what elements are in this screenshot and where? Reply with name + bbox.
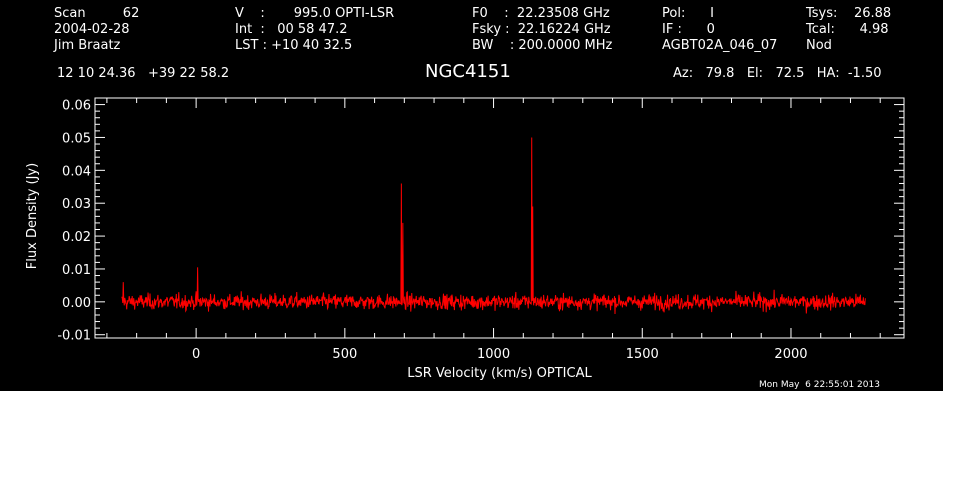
observation-date: 2004-02-28 bbox=[54, 22, 130, 37]
spectrum-chart: 0 500 1000 1500 2000 -0.01 0.00 0.01 0.02 0.03 0.0… bbox=[25, 97, 905, 381]
integration-time: Int : 00 58 47.2 bbox=[235, 22, 348, 37]
x-tick-label: 1000 bbox=[477, 347, 510, 362]
x-tick-label: 0 bbox=[192, 347, 200, 362]
lst-value: LST : +10 40 32.5 bbox=[235, 38, 353, 53]
source-velocity: V : 995.0 OPTI-LSR bbox=[235, 6, 395, 21]
scan-number: Scan 62 bbox=[54, 6, 140, 21]
polarization: Pol: I bbox=[662, 6, 714, 21]
bandwidth: BW : 200.0000 MHz bbox=[472, 38, 613, 53]
procedure-name: Nod bbox=[806, 38, 832, 53]
spectrum-line bbox=[121, 137, 866, 315]
chart-title: NGC4151 bbox=[425, 61, 511, 82]
calibration-temperature: Tcal: 4.98 bbox=[806, 22, 889, 37]
x-tick-label: 2000 bbox=[774, 347, 807, 362]
y-tick-label: -0.01 bbox=[57, 329, 91, 344]
observer-name: Jim Braatz bbox=[54, 38, 121, 53]
y-tick-label: 0.04 bbox=[62, 164, 91, 179]
x-tick-label: 1500 bbox=[626, 347, 659, 362]
source-coordinates: 12 10 24.36 +39 22 58.2 bbox=[57, 66, 230, 81]
y-tick-label: 0.01 bbox=[62, 263, 91, 278]
system-temperature: Tsys: 26.88 bbox=[806, 6, 892, 21]
sky-frequency: Fsky : 22.16224 GHz bbox=[472, 22, 611, 37]
if-number: IF : 0 bbox=[662, 22, 715, 37]
y-tick-label: 0.05 bbox=[62, 131, 91, 146]
y-tick-label: 0.06 bbox=[62, 99, 91, 114]
azimuth-elevation: Az: 79.8 El: 72.5 HA: -1.50 bbox=[673, 66, 882, 81]
project-id: AGBT02A_046_07 bbox=[662, 38, 778, 53]
y-axis-label: Flux Density (Jy) bbox=[25, 163, 40, 269]
x-tick-label: 500 bbox=[332, 347, 357, 362]
render-timestamp: Mon May 6 22:55:01 2013 bbox=[759, 380, 880, 390]
y-tick-label: 0.02 bbox=[62, 230, 91, 245]
plot-frame bbox=[94, 97, 905, 339]
rest-frequency: F0 : 22.23508 GHz bbox=[472, 6, 610, 21]
x-axis-label: LSR Velocity (km/s) OPTICAL bbox=[407, 366, 592, 381]
plot-panel: Scan 62 2004-02-28 Jim Braatz V : 995.0 … bbox=[0, 0, 943, 391]
y-tick-label: 0.00 bbox=[62, 296, 91, 311]
y-tick-label: 0.03 bbox=[62, 197, 91, 212]
